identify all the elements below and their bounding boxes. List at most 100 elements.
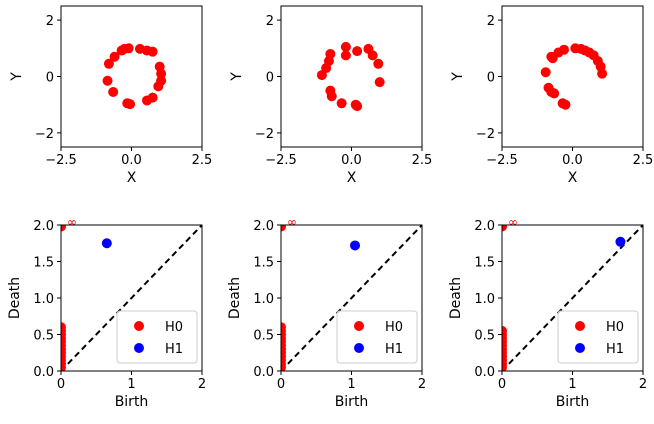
infinity-label: ∞ — [508, 215, 518, 229]
y-tick-label: 0 — [46, 71, 54, 86]
x-tick-label: 2 — [418, 377, 426, 392]
legend-label-h1: H1 — [385, 342, 403, 357]
axes-frame — [280, 5, 423, 148]
h1-point — [101, 238, 112, 249]
y-tick-label: 2.0 — [253, 219, 274, 234]
x-tick-label: 2 — [198, 377, 206, 392]
h0-point — [502, 225, 507, 232]
y-tick-label: 1.0 — [33, 292, 54, 307]
y-tick-label: 1.0 — [253, 292, 274, 307]
y-tick-label: 2 — [266, 14, 274, 29]
diagonal-line — [61, 225, 202, 371]
x-tick-label: 1 — [568, 377, 576, 392]
legend-marker-h1 — [354, 343, 364, 353]
point-cloud-2: −2.5 0.0 2.5 −2 0 2 X Y — [229, 5, 432, 186]
scatter-point — [340, 50, 351, 61]
scatter-point — [352, 101, 363, 112]
diagonal-line — [502, 225, 643, 371]
scatter-point — [108, 87, 119, 98]
x-tick-label: −2.5 — [486, 153, 518, 168]
scatter-point — [102, 75, 113, 86]
points — [540, 43, 608, 110]
y-tick-label: 1.5 — [474, 256, 495, 271]
points — [102, 43, 167, 110]
y-tick-label: −2 — [35, 127, 54, 142]
legend-marker-h0 — [575, 321, 585, 331]
points — [316, 41, 385, 112]
persistence-diagram-2: ∞ H0 H1 0 1 2 0.0 0.5 1.0 1.5 2.0 Birth Death — [227, 215, 426, 410]
x-tick-label: 0.0 — [562, 153, 583, 168]
scatter-point — [316, 70, 327, 81]
x-tick-label: 0.0 — [341, 153, 362, 168]
x-axis-label: X — [347, 170, 357, 186]
legend-label-h1: H1 — [606, 342, 624, 357]
scatter-point — [560, 99, 571, 110]
y-tick-label: 1.5 — [33, 256, 54, 271]
infinity-label: ∞ — [287, 215, 297, 229]
x-tick-label: 0.0 — [121, 153, 142, 168]
scatter-point — [352, 46, 363, 57]
x-tick-label: −2.5 — [265, 153, 297, 168]
scatter-point — [374, 77, 385, 88]
x-axis-label: X — [568, 170, 578, 186]
h0-point — [281, 225, 286, 232]
diagonal-line — [281, 225, 422, 371]
point-cloud-1: −2.5 0.0 2.5 −2 0 2 X Y — [9, 5, 213, 186]
y-tick-label: 2.0 — [33, 219, 54, 234]
y-tick-label: 0.0 — [253, 365, 274, 380]
x-tick-label: 1 — [127, 377, 135, 392]
y-axis-label: Y — [229, 72, 245, 82]
points — [61, 225, 112, 371]
x-tick-label: −2.5 — [45, 153, 77, 168]
y-tick-label: 0.0 — [33, 365, 54, 380]
y-tick-label: −2 — [255, 127, 274, 142]
h0-point — [281, 362, 286, 371]
legend — [557, 310, 639, 364]
scatter-point — [367, 50, 378, 61]
scatter-point — [549, 88, 560, 99]
h1-point — [350, 240, 361, 251]
y-axis-label: Y — [9, 72, 25, 82]
scatter-point — [103, 58, 114, 69]
y-tick-label: 2.0 — [474, 219, 495, 234]
infinity-label: ∞ — [67, 215, 77, 229]
h0-point — [502, 362, 507, 371]
legend-marker-h1 — [575, 343, 585, 353]
legend-label-h0: H0 — [385, 320, 403, 335]
scatter-point — [122, 98, 133, 109]
scatter-point — [546, 51, 557, 62]
x-tick-label: 0 — [57, 377, 65, 392]
x-axis-label: Birth — [115, 394, 149, 410]
y-tick-label: 0.0 — [474, 365, 495, 380]
x-tick-label: 2.5 — [192, 153, 213, 168]
y-axis-label: Y — [450, 72, 466, 82]
persistence-diagram-1: ∞ H0 H1 0 1 2 0.0 0.5 1.0 1.5 2.0 Birth Death — [7, 215, 206, 410]
y-tick-label: 1.0 — [474, 292, 495, 307]
scatter-point — [156, 68, 167, 79]
y-axis-label: Death — [227, 277, 243, 319]
legend-label-h0: H0 — [165, 320, 183, 335]
y-tick-label: 0.5 — [33, 329, 54, 344]
y-tick-label: 0.5 — [474, 329, 495, 344]
y-tick-label: 0 — [266, 71, 274, 86]
scatter-point — [540, 67, 551, 78]
scatter-point — [336, 98, 347, 109]
x-tick-label: 1 — [347, 377, 355, 392]
x-tick-label: 0 — [277, 377, 285, 392]
legend-marker-h1 — [134, 343, 144, 353]
x-tick-label: 2.5 — [633, 153, 654, 168]
scatter-point — [373, 58, 384, 69]
legend-label-h1: H1 — [165, 342, 183, 357]
y-tick-label: 2 — [46, 14, 54, 29]
y-tick-label: 0.5 — [253, 329, 274, 344]
y-tick-label: 1.5 — [253, 256, 274, 271]
x-tick-label: 0 — [498, 377, 506, 392]
scatter-point — [142, 95, 153, 106]
points — [502, 225, 626, 371]
x-axis-label: Birth — [556, 394, 590, 410]
x-axis-label: X — [127, 170, 137, 186]
scatter-point — [326, 91, 337, 102]
h0-point — [61, 362, 66, 371]
persistence-diagram-3: ∞ H0 H1 0 1 2 0.0 0.5 1.0 1.5 2.0 Birth Death — [448, 215, 647, 410]
scatter-point — [153, 81, 164, 92]
